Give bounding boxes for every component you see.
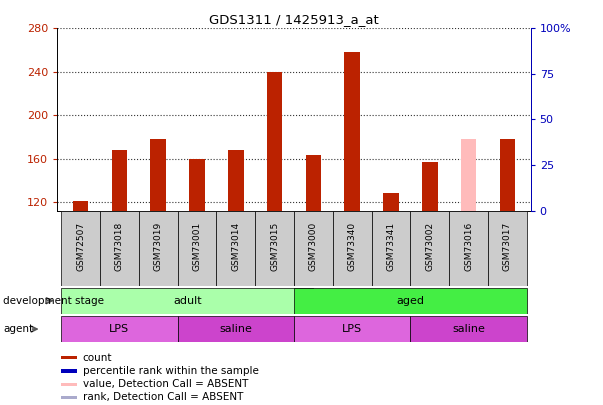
Text: GSM73017: GSM73017 [503,222,512,271]
Bar [61,356,77,359]
Bar [61,396,77,399]
Text: GSM73002: GSM73002 [425,222,434,271]
Bar [294,211,333,286]
Text: aged: aged [396,296,425,306]
Bar [177,211,216,286]
Text: GSM72507: GSM72507 [76,222,85,271]
Bar [461,139,476,211]
Text: development stage: development stage [3,296,104,306]
Text: GSM73001: GSM73001 [192,222,201,271]
Bar [73,201,88,211]
Text: saline: saline [452,324,485,334]
Bar [255,211,294,286]
Text: saline: saline [219,324,252,334]
Bar [100,211,139,286]
Bar [411,316,527,342]
Text: GSM73015: GSM73015 [270,222,279,271]
Bar [61,382,77,386]
Bar [422,162,438,211]
Text: GSM73014: GSM73014 [232,222,240,271]
Text: value, Detection Call = ABSENT: value, Detection Call = ABSENT [83,379,248,389]
Bar [371,211,411,286]
Bar [112,150,127,211]
Text: GSM73019: GSM73019 [154,222,163,271]
Text: rank, Detection Call = ABSENT: rank, Detection Call = ABSENT [83,392,243,402]
Bar [216,211,255,286]
Bar [411,211,449,286]
Bar [306,155,321,211]
Text: GSM73000: GSM73000 [309,222,318,271]
Bar [150,139,166,211]
Bar [344,52,360,211]
Bar [177,316,294,342]
Text: LPS: LPS [109,324,130,334]
Bar [294,316,411,342]
Text: GSM73018: GSM73018 [115,222,124,271]
Bar [500,139,515,211]
Bar [383,193,399,211]
Bar [267,72,282,211]
Bar [189,158,205,211]
Text: GSM73340: GSM73340 [348,222,356,271]
Bar [228,150,244,211]
Bar [139,211,177,286]
Text: percentile rank within the sample: percentile rank within the sample [83,366,259,376]
Bar [333,211,371,286]
Text: GSM73016: GSM73016 [464,222,473,271]
Text: count: count [83,353,112,363]
Bar [294,288,527,314]
Bar [488,211,527,286]
Title: GDS1311 / 1425913_a_at: GDS1311 / 1425913_a_at [209,13,379,26]
Bar [61,288,314,314]
Text: GSM73341: GSM73341 [387,222,396,271]
Text: agent: agent [3,324,33,334]
Bar [61,316,177,342]
Bar [61,369,77,373]
Text: LPS: LPS [342,324,362,334]
Bar [449,211,488,286]
Text: adult: adult [173,296,201,306]
Bar [61,211,100,286]
